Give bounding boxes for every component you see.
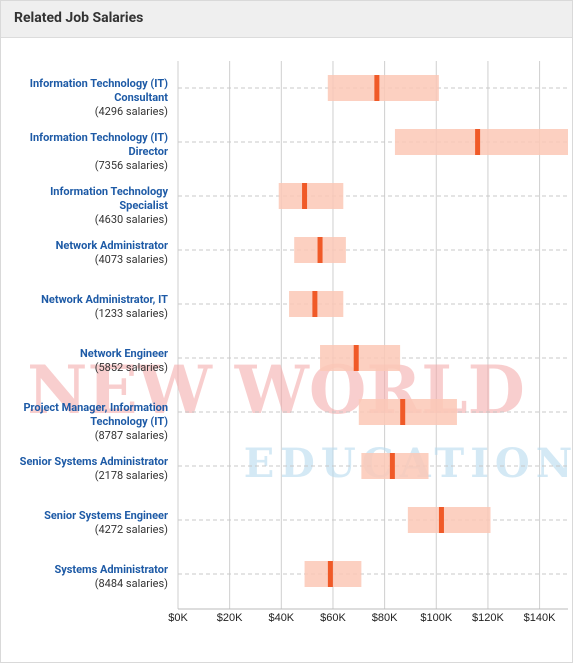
- salary-count: (2178 salaries): [94, 469, 168, 482]
- salary-count: (1233 salaries): [94, 307, 168, 320]
- salary-count: (7356 salaries): [94, 159, 168, 172]
- x-tick-label: $80K: [372, 612, 398, 624]
- x-tick-label: $140K: [524, 612, 556, 624]
- salary-count: (5852 salaries): [94, 361, 168, 374]
- median-marker: [400, 399, 406, 425]
- job-title[interactable]: Information Technology (IT) Director: [29, 131, 168, 158]
- header: Related Job Salaries: [1, 1, 572, 38]
- median-marker: [302, 183, 308, 209]
- job-title[interactable]: Systems Administrator: [54, 563, 168, 576]
- job-title[interactable]: Network Administrator, IT: [41, 293, 168, 306]
- job-title[interactable]: Senior Systems Engineer: [44, 509, 168, 522]
- median-marker: [374, 75, 380, 101]
- salary-range: [278, 183, 344, 209]
- job-label: Network Administrator, IT (1233 salaries): [17, 293, 168, 321]
- x-tick-label: $120K: [472, 612, 504, 624]
- job-label: Senior Systems Administrator (2178 salari…: [17, 455, 168, 483]
- job-label: Systems Administrator (8484 salaries): [17, 563, 168, 591]
- median-marker: [389, 453, 395, 479]
- salary-range: [361, 453, 429, 479]
- median-marker: [475, 129, 481, 155]
- salary-range: [394, 129, 568, 155]
- salary-range: [304, 561, 362, 587]
- median-marker: [317, 237, 323, 263]
- x-tick-label: $100K: [420, 612, 452, 624]
- salary-count: (4630 salaries): [94, 213, 168, 226]
- median-marker: [438, 507, 444, 533]
- job-label: Information Technology (IT) Director (735…: [17, 131, 168, 173]
- salary-count: (4296 salaries): [94, 105, 168, 118]
- job-title[interactable]: Information Technology Specialist: [50, 185, 168, 212]
- salary-count: (8787 salaries): [94, 429, 168, 442]
- job-title[interactable]: Project Manager, Information Technology …: [23, 401, 168, 428]
- title: Related Job Salaries: [14, 10, 144, 26]
- median-marker: [327, 561, 333, 587]
- x-tick-label: $0K: [168, 612, 188, 624]
- salary-count: (4073 salaries): [94, 253, 168, 266]
- salary-count: (4272 salaries): [94, 523, 168, 536]
- job-label: Senior Systems Engineer (4272 salaries): [17, 509, 168, 537]
- job-label: Information Technology Specialist (4630 s…: [17, 185, 168, 227]
- median-marker: [353, 345, 359, 371]
- median-marker: [312, 291, 318, 317]
- job-title[interactable]: Information Technology (IT) Consultant: [29, 77, 168, 104]
- job-label: Network Administrator (4073 salaries): [17, 239, 168, 267]
- job-label: Project Manager, Information Technology …: [17, 401, 168, 443]
- x-tick-label: $20K: [217, 612, 243, 624]
- salary-count: (8484 salaries): [94, 577, 168, 590]
- job-title[interactable]: Network Engineer: [80, 347, 168, 360]
- salary-range: [407, 507, 491, 533]
- job-title[interactable]: Senior Systems Administrator: [19, 455, 168, 468]
- job-label: Information Technology (IT) Consultant (4…: [17, 77, 168, 119]
- salary-range: [327, 75, 439, 101]
- x-tick-label: $60K: [320, 612, 346, 624]
- salary-range: [358, 399, 457, 425]
- salary-range: [320, 345, 401, 371]
- x-tick-label: $40K: [268, 612, 294, 624]
- job-label: Network Engineer (5852 salaries): [17, 347, 168, 375]
- job-title[interactable]: Network Administrator: [55, 239, 168, 252]
